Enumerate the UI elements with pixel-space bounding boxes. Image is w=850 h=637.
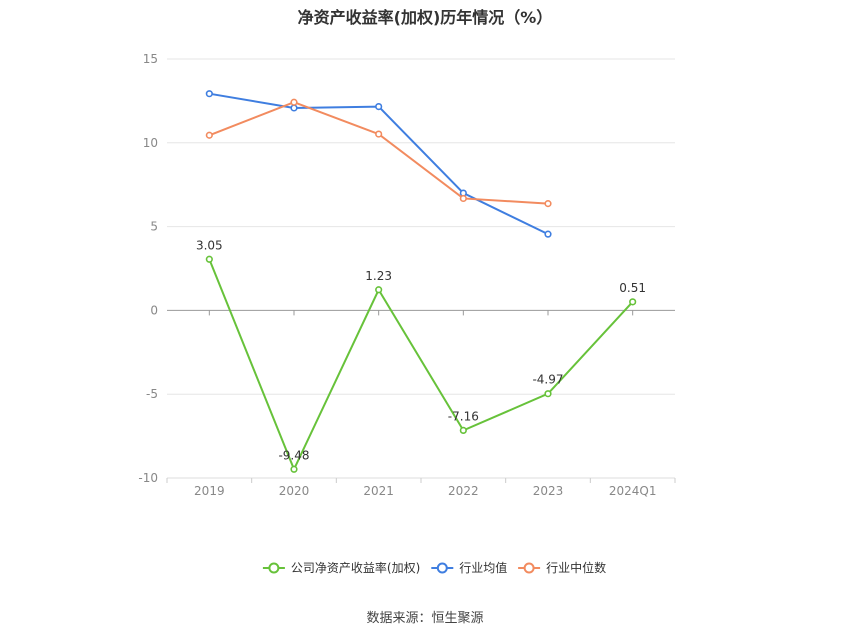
data-label: 1.23 — [365, 269, 392, 283]
data-source: 数据来源：恒生聚源 — [366, 611, 484, 626]
y-tick-label: 0 — [150, 303, 158, 317]
data-point — [290, 465, 298, 473]
data-point — [375, 130, 383, 138]
legend-marker — [436, 562, 448, 574]
y-tick-label: -10 — [138, 471, 158, 485]
chart-title: 净资产收益率(加权)历年情况（%） — [297, 8, 553, 27]
legend-label: 行业中位数 — [546, 560, 606, 575]
data-point — [544, 200, 552, 208]
data-point — [205, 131, 213, 139]
y-tick-label: 15 — [143, 52, 158, 66]
legend-label: 行业均值 — [459, 560, 507, 575]
x-tick-label: 2023 — [533, 484, 564, 498]
series-line — [208, 258, 634, 472]
data-point — [375, 286, 383, 294]
x-tick-label: 2020 — [279, 484, 310, 498]
data-point — [459, 194, 467, 203]
legend-marker — [268, 562, 280, 574]
data-point — [629, 298, 637, 306]
series-line — [208, 101, 549, 205]
x-tick-label: 2019 — [194, 484, 225, 498]
y-tick-label: -5 — [146, 387, 158, 401]
data-point — [290, 104, 298, 112]
legend-marker — [523, 562, 535, 574]
data-label: 3.05 — [196, 238, 223, 252]
data-label: -4.97 — [532, 373, 563, 387]
data-point — [459, 426, 467, 435]
plot-area: 15 10 5 0 -5 -10 2019 2020 2021 2022 2023 2024Q1 3.0… — [138, 52, 676, 575]
y-tick-label: 5 — [150, 220, 158, 234]
data-point — [205, 255, 213, 263]
data-point — [205, 90, 213, 98]
data-point — [544, 390, 552, 398]
x-tick-label: 2022 — [448, 484, 479, 498]
data-label: -7.16 — [448, 409, 479, 423]
legend-label: 公司净资产收益率(加权) — [291, 560, 420, 575]
y-tick-label: 10 — [143, 136, 158, 150]
data-point — [290, 98, 298, 106]
data-point — [544, 230, 552, 238]
x-tick-label: 2024Q1 — [609, 484, 657, 498]
data-label: 0.51 — [619, 281, 646, 295]
data-point — [375, 102, 383, 111]
x-tick-label: 2021 — [363, 484, 394, 498]
data-label: -9.48 — [278, 448, 309, 462]
